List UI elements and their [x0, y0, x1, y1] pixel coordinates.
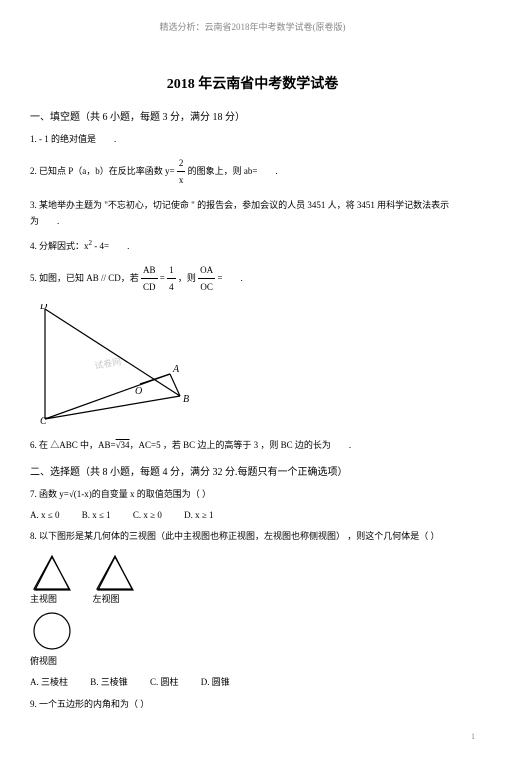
question-2: 2. 已知点 P（a，b）在反比率函数 y= 2 x 的图象上，则 ab= . [30, 155, 475, 188]
svg-text:D: D [40, 304, 48, 312]
svg-text:试卷网: 试卷网 [93, 355, 122, 371]
q2-fraction: 2 x [177, 155, 186, 188]
exam-page: 精选分析：云南省2018年中考数学试卷(原卷版) 2018 年云南省中考数学试卷… [0, 0, 505, 761]
triangle-diagram: D C A B O 试卷网 [40, 304, 200, 424]
page-header: 精选分析：云南省2018年中考数学试卷(原卷版) [30, 20, 475, 33]
question-5: 5. 如图，已知 AB // CD，若 AB CD = 1 4 ，则 OA OC… [30, 262, 475, 295]
exam-title: 2018 年云南省中考数学试卷 [30, 73, 475, 93]
q5-mid: ，则 [178, 273, 196, 283]
q5-f1-den: CD [141, 279, 158, 295]
q6-text-b: ，AC=5 ，若 BC 边上的高等于 3 ，则 BC 边的长为 [130, 440, 331, 450]
top-view-block: 俯视图 [30, 609, 75, 667]
q8-opt-d: D. 圆锥 [201, 675, 230, 688]
q5-frac3: OA OC [198, 262, 215, 295]
svg-text:A: A [172, 364, 180, 375]
left-view-label: 左视图 [93, 592, 120, 605]
q7-opt-d: D. x ≥ 1 [184, 510, 213, 520]
q2-denominator: x [177, 172, 186, 188]
q4-text-b: - 4= [92, 241, 109, 251]
left-view-triangle [93, 552, 138, 592]
q7-text-a: 7. 函数 y= [30, 489, 69, 499]
question-4: 4. 分解因式：x2 - 4= . [30, 237, 475, 254]
question-3: 3. 某地举办主题为 "不忘初心，切记使命 " 的报告会，参加会议的人员 345… [30, 197, 475, 229]
main-view-triangle [30, 552, 75, 592]
q7-opt-c: C. x ≥ 0 [133, 510, 162, 520]
question-6: 6. 在 △ABC 中，AB=√34，AC=5 ，若 BC 边上的高等于 3 ，… [30, 437, 475, 453]
q5-f3-den: OC [198, 279, 215, 295]
top-view-label: 俯视图 [30, 654, 57, 667]
question-7: 7. 函数 y=√(1-x)的自变量 x 的取值范围为（ ） [30, 486, 475, 502]
left-view-block: 左视图 [93, 552, 138, 605]
q6-text-a: 6. 在 △ABC 中，AB= [30, 440, 116, 450]
svg-text:O: O [135, 386, 142, 397]
q5-frac1: AB CD [141, 262, 158, 295]
q7-sqrt: √(1-x) [69, 489, 92, 499]
q5-f3-num: OA [198, 262, 215, 279]
top-view-circle [30, 609, 75, 654]
q3-text: 3. 某地举办主题为 "不忘初心，切记使命 " 的报告会，参加会议的人员 345… [30, 200, 449, 226]
q5-f2-den: 4 [167, 279, 176, 295]
svg-text:C: C [40, 416, 47, 424]
q8-opt-a: A. 三棱柱 [30, 675, 68, 688]
q5-frac2: 1 4 [167, 262, 176, 295]
three-views: 主视图 左视图 俯视图 [30, 552, 475, 667]
q1-text: 1. - 1 的绝对值是 [30, 134, 96, 144]
q8-opt-c: C. 圆柱 [150, 675, 179, 688]
q6-sqrt: √34 [116, 440, 130, 450]
q4-text-a: 4. 分解因式：x [30, 241, 89, 251]
q8-opt-b: B. 三棱锥 [90, 675, 128, 688]
q2-text-b: 的图象上，则 ab= [188, 166, 258, 176]
section-1-heading: 一、填空题（共 6 小题，每题 3 分，满分 18 分） [30, 108, 475, 123]
q5-end: = [217, 273, 222, 283]
q7-opt-b: B. x ≤ 1 [82, 510, 111, 520]
q5-eq1: = [160, 273, 165, 283]
section-2-heading: 二、选择题（共 8 小题，每题 4 分，满分 32 分.每题只有一个正确选项） [30, 463, 475, 478]
q7-text-b: 的自变量 x 的取值范围为（ ） [92, 489, 211, 499]
q8-options: A. 三棱柱 B. 三棱锥 C. 圆柱 D. 圆锥 [30, 675, 475, 688]
q7-opt-a: A. x ≤ 0 [30, 510, 59, 520]
main-view-block: 主视图 [30, 552, 75, 605]
q5-f1-num: AB [141, 262, 158, 279]
question-9: 9. 一个五边形的内角和为（ ） [30, 696, 475, 712]
q2-text-a: 2. 已知点 P（a，b）在反比率函数 y= [30, 166, 175, 176]
main-view-label: 主视图 [30, 592, 57, 605]
q2-numerator: 2 [177, 155, 186, 172]
q5-f2-num: 1 [167, 262, 176, 279]
q7-options: A. x ≤ 0 B. x ≤ 1 C. x ≥ 0 D. x ≥ 1 [30, 510, 475, 520]
q5-diagram: D C A B O 试卷网 [40, 304, 475, 427]
page-number: 1 [30, 732, 475, 741]
svg-text:B: B [183, 394, 189, 405]
q5-text-a: 5. 如图，已知 AB // CD，若 [30, 273, 139, 283]
question-8: 8. 以下图形是某几何体的三视图（此中主视图也称正视图，左视图也称侧视图） ，则… [30, 528, 475, 544]
question-1: 1. - 1 的绝对值是 . [30, 131, 475, 147]
